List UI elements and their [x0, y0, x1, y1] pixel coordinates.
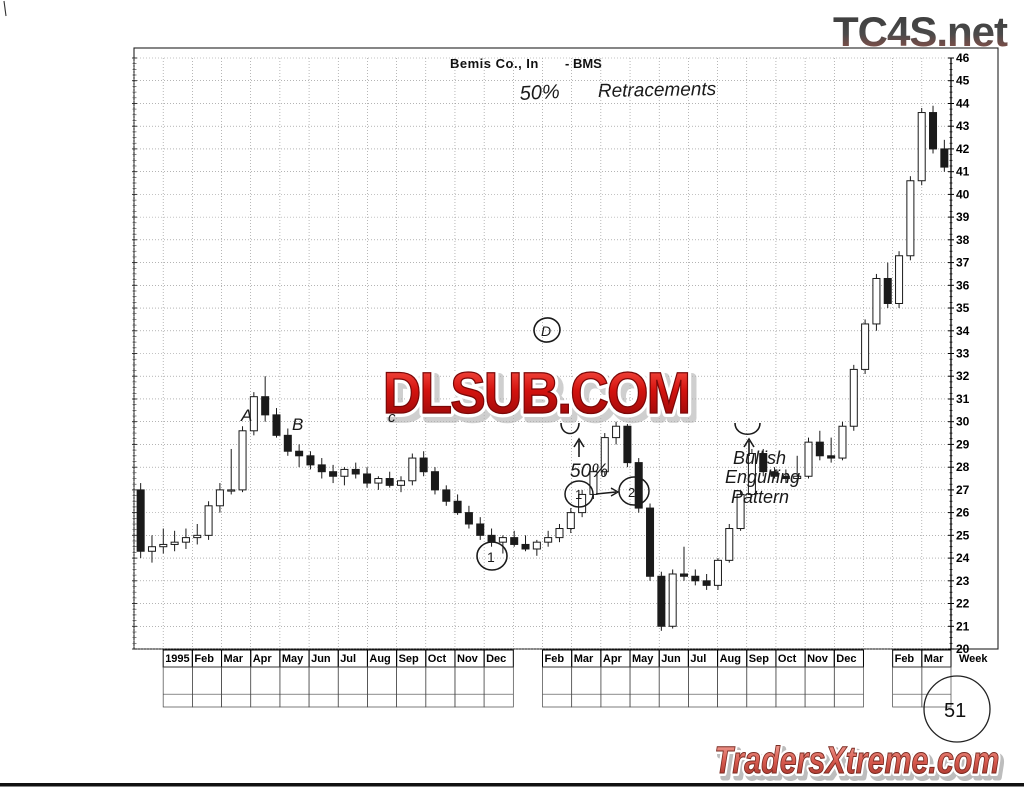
- svg-text:1: 1: [487, 549, 495, 565]
- svg-text:May: May: [282, 653, 304, 665]
- svg-text:32: 32: [956, 369, 970, 383]
- svg-text:Oct: Oct: [428, 653, 447, 665]
- svg-text:Aug: Aug: [720, 653, 741, 665]
- svg-text:Oct: Oct: [778, 653, 797, 665]
- svg-text:37: 37: [956, 256, 970, 270]
- svg-text:23: 23: [956, 574, 970, 588]
- svg-text:Sep: Sep: [399, 653, 419, 665]
- svg-text:24: 24: [956, 551, 970, 565]
- svg-text:45: 45: [956, 74, 970, 88]
- svg-text:Mar: Mar: [924, 653, 944, 665]
- svg-text:22: 22: [956, 597, 970, 611]
- svg-text:Jul: Jul: [690, 653, 706, 665]
- svg-text:A: A: [240, 406, 252, 425]
- svg-text:Apr: Apr: [253, 653, 273, 665]
- svg-text:Dec: Dec: [836, 653, 856, 665]
- svg-text:Pattern: Pattern: [731, 487, 789, 507]
- svg-text:Nov: Nov: [457, 653, 479, 665]
- svg-text:Apr: Apr: [603, 653, 623, 665]
- svg-text:B: B: [292, 415, 303, 434]
- svg-text:38: 38: [956, 233, 970, 247]
- svg-text:Dec: Dec: [486, 653, 506, 665]
- svg-text:26: 26: [956, 506, 970, 520]
- svg-text:46: 46: [956, 51, 970, 65]
- svg-text:36: 36: [956, 278, 970, 292]
- svg-text:39: 39: [956, 210, 970, 224]
- svg-text:Week: Week: [959, 653, 988, 665]
- svg-text:21: 21: [956, 619, 970, 633]
- svg-text:2: 2: [628, 485, 635, 500]
- svg-text:40: 40: [956, 187, 970, 201]
- svg-text:Sep: Sep: [749, 653, 769, 665]
- svg-text:28: 28: [956, 460, 970, 474]
- svg-text:1: 1: [575, 487, 582, 502]
- svg-text:51: 51: [944, 700, 966, 722]
- svg-text:43: 43: [956, 119, 970, 133]
- svg-text:TradersXtreme.com: TradersXtreme.com: [714, 740, 999, 782]
- svg-text:Feb: Feb: [895, 653, 915, 665]
- svg-text:Jun: Jun: [661, 653, 681, 665]
- svg-text:Mar: Mar: [224, 653, 244, 665]
- svg-text:29: 29: [956, 437, 970, 451]
- svg-text:D: D: [541, 323, 551, 339]
- svg-text:Jul: Jul: [340, 653, 356, 665]
- svg-text:Nov: Nov: [807, 653, 829, 665]
- svg-text:Mar: Mar: [574, 653, 594, 665]
- svg-text:Feb: Feb: [545, 653, 565, 665]
- svg-text:27: 27: [956, 483, 970, 497]
- svg-text:1995: 1995: [165, 653, 189, 665]
- svg-text:31: 31: [956, 392, 970, 406]
- svg-text:42: 42: [956, 142, 970, 156]
- svg-text:30: 30: [956, 415, 970, 429]
- svg-text:50%: 50%: [519, 81, 560, 105]
- svg-text:Engulfing: Engulfing: [725, 467, 800, 487]
- svg-text:35: 35: [956, 301, 970, 315]
- svg-text:Bullish: Bullish: [733, 448, 786, 468]
- svg-text:Feb: Feb: [194, 653, 214, 665]
- svg-text:50%: 50%: [570, 461, 608, 482]
- svg-text:25: 25: [956, 528, 970, 542]
- svg-text:Jun: Jun: [311, 653, 331, 665]
- svg-text:44: 44: [956, 97, 970, 111]
- svg-text:Retracements: Retracements: [598, 79, 717, 102]
- svg-text:c: c: [388, 409, 396, 426]
- svg-text:33: 33: [956, 347, 970, 361]
- svg-text:Aug: Aug: [369, 653, 390, 665]
- svg-text:DLSUB.COM: DLSUB.COM: [383, 361, 689, 426]
- svg-text:May: May: [632, 653, 654, 665]
- svg-text:34: 34: [956, 324, 970, 338]
- svg-text:41: 41: [956, 165, 970, 179]
